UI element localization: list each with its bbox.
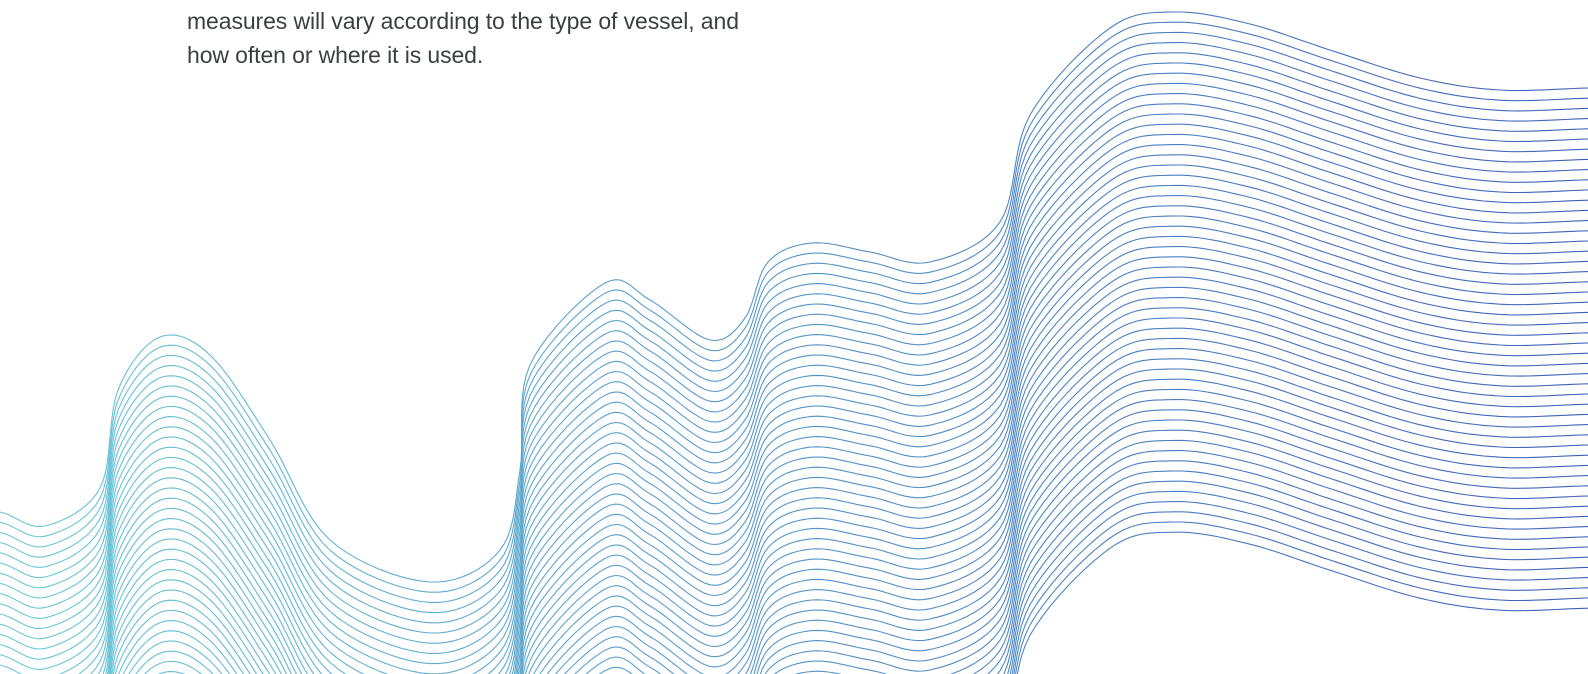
wave-line [0,82,1588,654]
wave-line [105,215,1588,674]
wave-line [1007,480,1588,674]
wave-line [1009,490,1588,674]
body-line-1: measures will vary according to the type… [187,8,739,34]
wave-line-group [0,11,1588,674]
wave-line [598,399,1588,674]
wave-line [996,460,1588,674]
wave-line [1003,470,1588,674]
wave-line [987,450,1588,674]
wave-line [759,409,1588,674]
wave-line [128,317,1588,674]
wave-line [110,256,1588,674]
wave-line [0,103,1588,674]
body-line-2: how often or where it is used. [187,42,484,68]
wave-line [107,225,1588,674]
wave-line [0,11,1588,583]
wave-line [1011,501,1588,674]
wave-line [97,195,1588,674]
wave-line [564,368,1588,674]
wave-line [0,42,1588,614]
wave-line [764,419,1588,674]
wave-line [0,123,1588,674]
wave-line [0,52,1588,624]
wave-line [118,297,1588,674]
wave-line [109,246,1588,674]
wave-line [144,337,1588,674]
wave-line [0,93,1588,665]
wave-line [0,62,1588,634]
wave-line [111,266,1588,674]
wave-line [773,429,1588,674]
wave-line [1015,521,1588,674]
wave-line [794,439,1588,674]
wave-line [0,133,1588,674]
wave-line [554,358,1588,674]
wave-line [585,388,1588,674]
wave-line [0,144,1588,674]
wave-line [122,307,1588,674]
wave-line [0,72,1588,644]
wave-line [574,378,1588,674]
wave-line [0,154,1588,674]
wave-line [1016,531,1588,674]
wave-line [90,184,1588,674]
wave-line [114,286,1588,674]
wave-line [112,276,1588,674]
wave-line [0,113,1588,674]
body-paragraph: measures will vary according to the type… [187,4,787,72]
wave-line [0,164,1588,674]
wave-line [1013,511,1588,674]
wave-line [102,205,1588,674]
wave-line [108,235,1588,674]
wave-line [0,21,1588,593]
wave-line [78,174,1588,674]
wave-line [135,327,1588,674]
wave-line [0,31,1588,603]
wave-line [157,348,1588,674]
